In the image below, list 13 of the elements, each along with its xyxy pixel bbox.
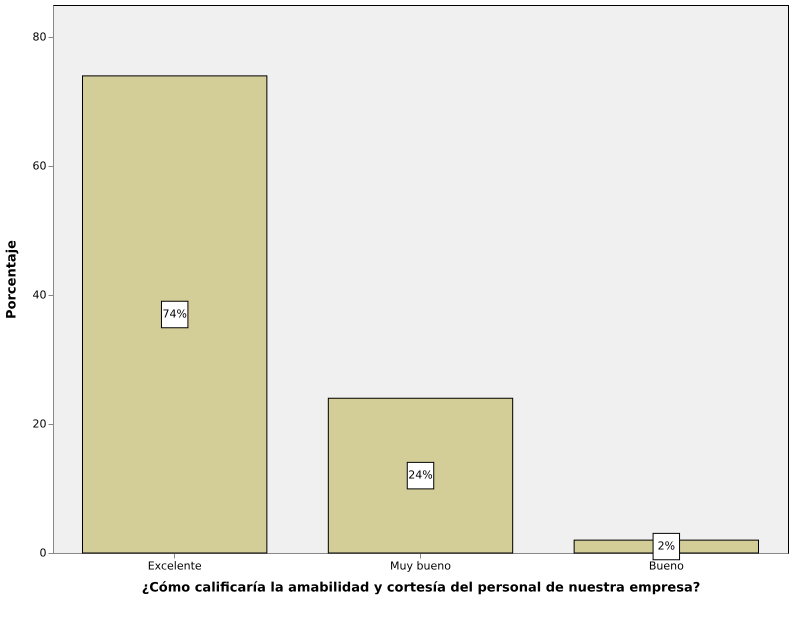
y-tick-label: 80 [32,30,46,44]
x-tick-label: Muy bueno [390,560,452,572]
y-tick-label: 0 [40,546,46,560]
y-axis-title: Porcentaje [4,240,20,319]
data-label: 2% [658,540,676,553]
data-label: 74% [162,307,187,320]
data-label: 24% [408,468,433,482]
x-tick-label: Excelente [148,560,202,572]
y-tick-label: 40 [32,288,46,302]
x-tick-label: Bueno [648,560,684,572]
x-axis-title: ¿Cómo calificaría la amabilidad y cortesía del personal de nuestra empresa? [142,580,700,596]
y-tick-label: 20 [32,418,46,431]
y-tick-label: 60 [32,160,46,173]
